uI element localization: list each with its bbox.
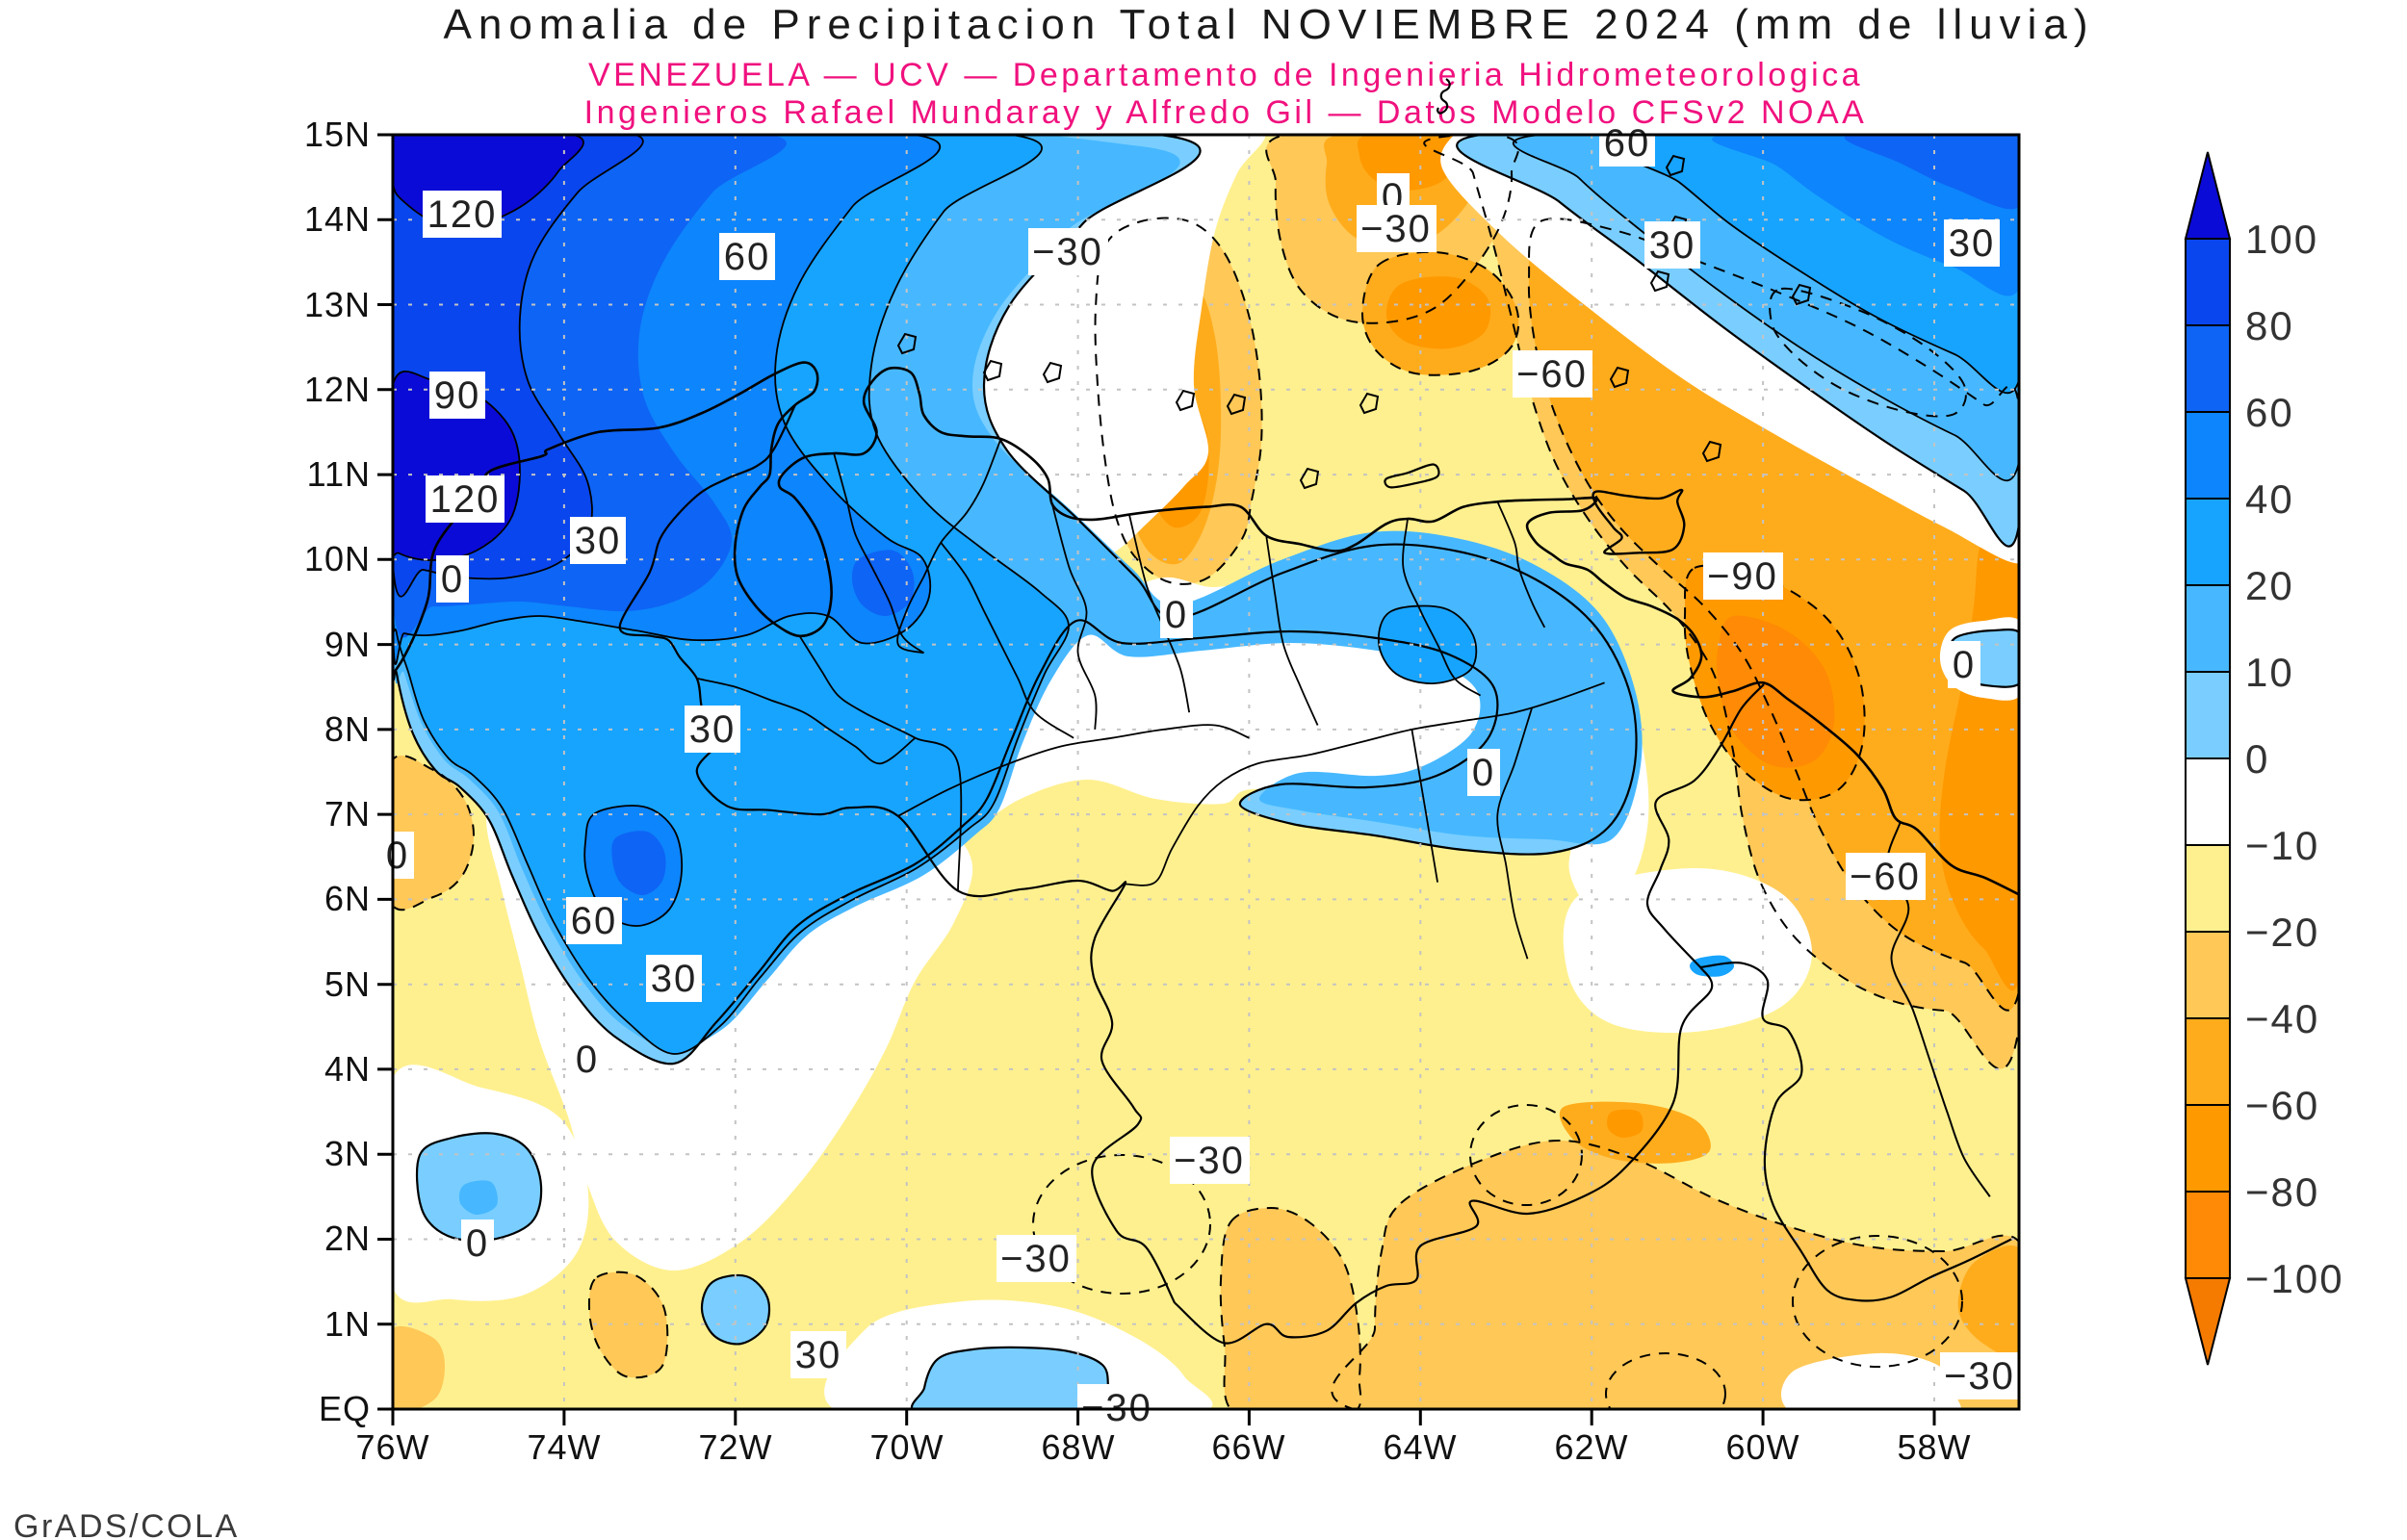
svg-text:100: 100 bbox=[2245, 217, 2318, 262]
svg-text:2N: 2N bbox=[324, 1219, 371, 1258]
svg-text:9N: 9N bbox=[324, 625, 371, 664]
svg-text:68W: 68W bbox=[1041, 1427, 1115, 1467]
svg-text:14N: 14N bbox=[304, 199, 371, 239]
svg-text:60: 60 bbox=[2245, 390, 2294, 435]
svg-text:−60: −60 bbox=[1850, 856, 1921, 898]
svg-text:0: 0 bbox=[441, 558, 464, 601]
svg-text:0: 0 bbox=[466, 1222, 489, 1265]
svg-text:60: 60 bbox=[724, 236, 771, 278]
svg-text:−90: −90 bbox=[1707, 555, 1778, 598]
svg-text:13N: 13N bbox=[304, 285, 371, 324]
svg-text:8N: 8N bbox=[324, 709, 371, 749]
svg-text:5N: 5N bbox=[324, 964, 371, 1004]
svg-text:1N: 1N bbox=[324, 1304, 371, 1344]
svg-text:12N: 12N bbox=[304, 370, 371, 409]
svg-text:30: 30 bbox=[1949, 222, 1996, 265]
svg-text:76W: 76W bbox=[355, 1427, 429, 1467]
svg-text:10: 10 bbox=[2245, 650, 2294, 695]
svg-text:0: 0 bbox=[1165, 594, 1188, 636]
svg-text:−60: −60 bbox=[2245, 1083, 2319, 1128]
svg-text:66W: 66W bbox=[1211, 1427, 1285, 1467]
svg-text:VENEZUELA — UCV — Departamento: VENEZUELA — UCV — Departamento de Ingeni… bbox=[588, 57, 1863, 93]
svg-text:6N: 6N bbox=[324, 879, 371, 918]
svg-text:120: 120 bbox=[427, 193, 498, 236]
svg-text:Ingenieros Rafael Mundaray y A: Ingenieros Rafael Mundaray y Alfredo Gil… bbox=[584, 94, 1868, 131]
svg-text:15N: 15N bbox=[304, 115, 371, 154]
svg-text:−20: −20 bbox=[2245, 910, 2319, 955]
svg-text:60: 60 bbox=[1604, 122, 1651, 165]
svg-text:30: 30 bbox=[795, 1334, 842, 1376]
svg-text:0: 0 bbox=[576, 1039, 599, 1081]
svg-text:10N: 10N bbox=[304, 539, 371, 578]
svg-text:7N: 7N bbox=[324, 794, 371, 834]
svg-text:120: 120 bbox=[430, 478, 501, 521]
svg-text:30: 30 bbox=[575, 520, 622, 562]
svg-text:0: 0 bbox=[2245, 736, 2269, 782]
svg-text:−80: −80 bbox=[2245, 1169, 2319, 1215]
svg-text:30: 30 bbox=[651, 958, 698, 1000]
svg-text:90: 90 bbox=[434, 374, 481, 417]
svg-text:−10: −10 bbox=[2245, 823, 2319, 868]
svg-text:−30: −30 bbox=[1174, 1140, 1245, 1182]
svg-text:64W: 64W bbox=[1383, 1427, 1457, 1467]
svg-text:−30: −30 bbox=[1944, 1355, 2015, 1398]
svg-text:30: 30 bbox=[1649, 224, 1696, 267]
svg-text:11N: 11N bbox=[307, 454, 371, 494]
svg-text:−30: −30 bbox=[1000, 1238, 1072, 1280]
svg-text:−30: −30 bbox=[1032, 231, 1103, 273]
svg-text:74W: 74W bbox=[527, 1427, 601, 1467]
svg-text:3N: 3N bbox=[324, 1134, 371, 1173]
svg-text:60: 60 bbox=[571, 900, 618, 942]
svg-text:58W: 58W bbox=[1897, 1427, 1971, 1467]
svg-text:−100: −100 bbox=[2245, 1256, 2344, 1301]
svg-text:70W: 70W bbox=[869, 1427, 944, 1467]
svg-text:−60: −60 bbox=[1516, 353, 1588, 396]
svg-text:Anomalia de Precipitacion Tota: Anomalia de Precipitacion Total NOVIEMBR… bbox=[444, 1, 2095, 48]
svg-text:0: 0 bbox=[1472, 752, 1495, 794]
svg-text:60W: 60W bbox=[1725, 1427, 1799, 1467]
svg-text:20: 20 bbox=[2245, 563, 2294, 608]
svg-text:30: 30 bbox=[689, 708, 737, 751]
svg-text:−30: −30 bbox=[1360, 208, 1432, 250]
svg-text:−40: −40 bbox=[2245, 996, 2319, 1041]
svg-text:62W: 62W bbox=[1554, 1427, 1628, 1467]
svg-text:0: 0 bbox=[1953, 644, 1976, 686]
svg-text:4N: 4N bbox=[324, 1049, 371, 1089]
svg-text:80: 80 bbox=[2245, 303, 2294, 348]
svg-text:GrADS/COLA: GrADS/COLA bbox=[13, 1508, 240, 1540]
svg-text:EQ: EQ bbox=[319, 1389, 371, 1428]
svg-text:72W: 72W bbox=[698, 1427, 772, 1467]
svg-text:0: 0 bbox=[386, 834, 409, 877]
svg-text:40: 40 bbox=[2245, 476, 2294, 522]
